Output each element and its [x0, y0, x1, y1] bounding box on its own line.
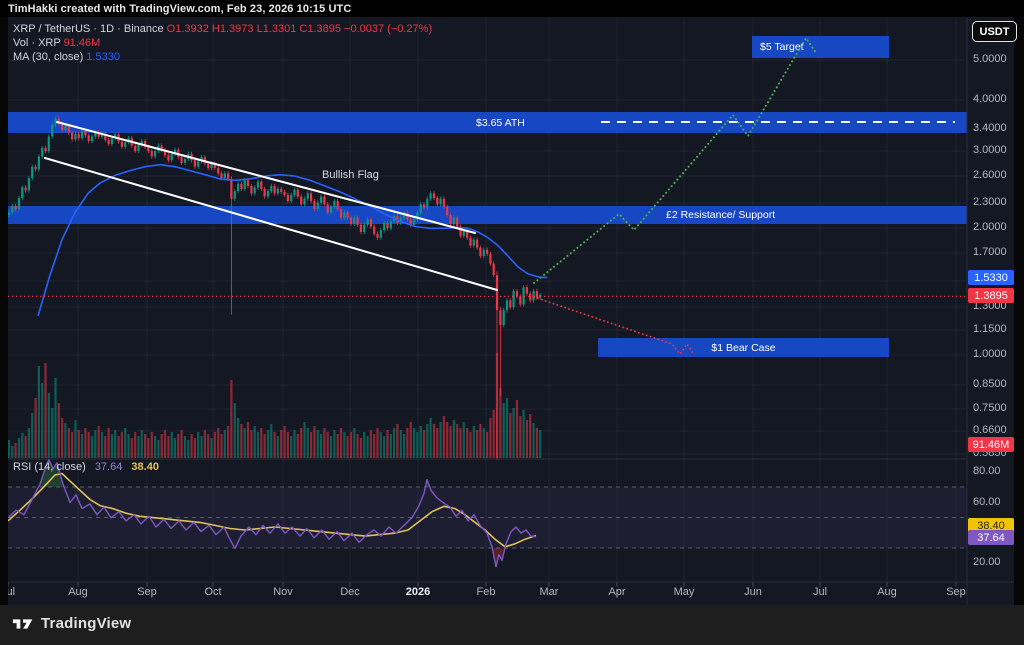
volume-value: 91.46M [63, 37, 101, 49]
price-badge: 1.5330 [968, 270, 1014, 285]
price-tick-label: 20.00 [973, 556, 1001, 568]
bear-projection-path [533, 296, 694, 355]
time-tick-label: Sep [137, 586, 157, 598]
price-tick-label: 2.3000 [973, 196, 1007, 208]
time-tick-label: Feb [476, 586, 496, 598]
price-tick-label: 3.4000 [973, 122, 1007, 134]
price-badge: 38.40 [968, 518, 1014, 533]
brand-bar: TradingView [0, 605, 1024, 645]
symbol-title: XRP / TetherUS · 1D · Binance [13, 23, 164, 35]
rsi-ma-value: 38.40 [131, 461, 159, 473]
ma30-line [37, 163, 547, 317]
rsi-value: 37.64 [94, 461, 123, 473]
rsi-label: RSI (14, close) [13, 461, 86, 473]
price-tick-label: 0.7500 [973, 402, 1007, 414]
attribution-text: TimHakki created with TradingView.com, F… [8, 3, 352, 15]
price-tick-label: 1.3000 [973, 300, 1007, 312]
price-tick-label: 5.0000 [973, 53, 1007, 65]
flag-lower-trendline [44, 157, 498, 291]
banner-two-resistance[interactable]: £2 Resistance/ Support [8, 206, 967, 224]
time-tick-label: May [673, 586, 695, 598]
price-tick-label: 3.0000 [973, 144, 1007, 156]
time-tick-label: Aug [877, 586, 897, 598]
ma-value: 1.5330 [86, 51, 121, 63]
right-border [1014, 17, 1024, 605]
ma-label: MA (30, close) [13, 51, 84, 63]
price-tick-label: 1.7000 [973, 246, 1007, 258]
time-tick-label: Aug [68, 586, 88, 598]
legend-row-ma: MA (30, close) 1.5330 [13, 50, 432, 64]
attribution-bar: TimHakki created with TradingView.com, F… [0, 0, 1024, 17]
bull-projection-path [533, 37, 817, 284]
legend-row-volume: Vol · XRP 91.46M [13, 36, 432, 50]
price-tick-label: 4.0000 [973, 93, 1007, 105]
time-tick-label: 2026 [405, 586, 431, 598]
price-tick-label: 80.00 [973, 465, 1001, 477]
price-tick-label: 60.00 [973, 496, 1001, 508]
ohlc-values: O1.3932 H1.3973 L1.3301 C1.3895 −0.0037 … [166, 23, 433, 35]
left-border [0, 17, 8, 605]
time-tick-label: Apr [608, 586, 626, 598]
flag-upper-trendline [56, 121, 476, 234]
price-tick-label: 2.6000 [973, 169, 1007, 181]
banner-two-resistance-label: £2 Resistance/ Support [666, 209, 776, 221]
legend-row-symbol: XRP / TetherUS · 1D · Binance O1.3932 H1… [13, 22, 432, 36]
price-badge: 91.46M [968, 437, 1014, 452]
time-tick-label: Oct [204, 586, 222, 598]
bullish-flag-label[interactable]: Bullish Flag [322, 169, 379, 181]
brand-text: TradingView [41, 615, 132, 632]
rsi-line [7, 459, 537, 568]
banner-bear-case[interactable]: $1 Bear Case [598, 338, 889, 357]
price-tick-label: 1.1500 [973, 323, 1007, 335]
price-tick-label: 2.0000 [973, 221, 1007, 233]
banner-five-target-label: $5 Target [760, 41, 804, 53]
banner-ath-label: $3.65 ATH [476, 116, 525, 129]
price-badge: 37.64 [968, 530, 1014, 545]
rsi-legend: RSI (14, close) 37.64 38.40 [13, 461, 159, 473]
time-tick-label: Nov [273, 586, 293, 598]
price-badge: 1.3895 [968, 288, 1014, 303]
tradingview-logo[interactable]: TradingView [12, 615, 131, 632]
price-tick-label: 0.8500 [973, 378, 1007, 390]
symbol-legend: XRP / TetherUS · 1D · Binance O1.3932 H1… [13, 22, 432, 64]
price-tick-label: 0.6600 [973, 424, 1007, 436]
time-tick-label: Dec [340, 586, 360, 598]
volume-label: Vol · XRP [13, 37, 61, 49]
time-tick-label: Jun [744, 586, 762, 598]
banner-bear-case-label: $1 Bear Case [711, 341, 776, 354]
price-tick-label: 1.0000 [973, 348, 1007, 360]
time-tick-label: Mar [539, 586, 559, 598]
time-tick-label: Sep [946, 586, 966, 598]
banner-five-target[interactable]: $5 Target [752, 36, 889, 58]
time-tick-label: Jul [812, 586, 828, 598]
tradingview-logo-icon [12, 618, 33, 629]
currency-toggle-button[interactable]: USDT [972, 21, 1017, 42]
banner-ath[interactable]: $3.65 ATH [8, 112, 967, 133]
